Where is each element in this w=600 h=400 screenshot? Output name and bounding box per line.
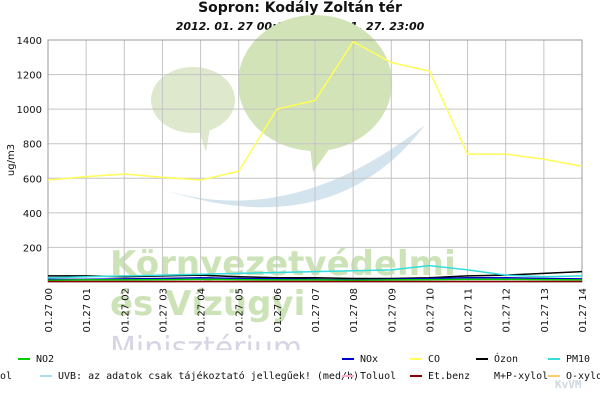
x-tick-label: 01.27 14 [578,288,589,333]
legend-label: NO2 [36,354,55,365]
legend-label: Ózon [494,354,519,365]
y-tick-label: 600 [23,174,42,185]
legend-label: O-xylol [566,371,600,382]
y-tick-label: 1400 [17,36,42,47]
watermark-corner: KvVM [555,378,582,391]
y-tick-label: 800 [23,140,42,151]
x-tick-label: 01.27 09 [387,288,398,333]
x-tick-label: 01.27 13 [540,288,551,333]
y-tick-label: 200 [23,243,42,254]
legend-label: PM10 [566,354,591,365]
legend-item: Ózon [476,354,518,365]
series-line-no2 [47,278,583,282]
y-tick-label: 1000 [17,105,42,116]
legend-item: PM10 [548,354,590,365]
legend-swatch [410,375,422,377]
watermark-line2: és Vízügyi [110,284,305,324]
x-tick-label: 01.27 06 [273,288,284,333]
legend-item: CO [410,354,440,365]
legend-label: Et.benz [428,371,471,382]
y-axis-label: ug/m3 [6,144,17,176]
x-tick-label: 01.27 03 [158,288,169,333]
legend-swatch [548,375,560,377]
legend-swatch [18,358,30,360]
legend-item: O-xylol [548,371,600,382]
series-line-pm10 [47,264,583,279]
x-tick-label: 01.27 11 [464,288,475,333]
legend-item: NOx [342,354,378,365]
tick-labels: 200 400 600 800 1000 1200 1400 01.27 00 01.27 01… [17,36,589,333]
series-line-co [47,40,583,181]
legend-label: CO [428,354,441,365]
legend-label: NOx [360,354,379,365]
x-tick-label: 01.27 12 [502,288,513,333]
legend-item: Et.benz [410,371,470,382]
x-tick-label: 01.27 08 [349,288,360,333]
chart-title: Sopron: Kodály Zoltán tér [198,0,402,16]
series-lines [47,40,583,283]
legend-swatch [476,375,488,377]
legend-swatch [342,375,354,377]
y-tick-label: 400 [23,209,42,220]
x-tick-label: 01.27 05 [235,288,246,333]
legend-swatch [548,358,560,360]
x-tick-label: 01.27 10 [425,288,436,333]
y-tick-label: 1200 [17,71,42,82]
legend-swatch [410,358,422,360]
series-line--zon [48,270,583,280]
x-tick-label: 01.27 07 [311,288,322,333]
legend-swatch [476,358,488,360]
legend-item: NO2 [18,354,54,365]
legend-label: M+P-xylol [494,371,549,382]
legend-label: ol [0,371,13,382]
legend-item: Toluol [342,371,396,382]
watermark-line3: Minisztérium [110,331,302,350]
x-tick-label: 01.27 04 [197,288,208,333]
legend-item: ol [0,371,12,382]
legend-label: Toluol [360,371,397,382]
legend-swatch [342,358,354,360]
x-tick-label: 01.27 02 [120,288,131,333]
legend: NO2 NOx CO Ózon PM10 ol UVB: az adatok csak t… [0,350,600,400]
legend-swatch [40,375,52,377]
x-tick-label: 01.27 01 [82,288,93,333]
x-tick-label: 01.27 00 [44,288,55,333]
legend-label: UVB: az adatok csak tájékoztató jellegűe… [58,371,360,382]
legend-item: UVB: az adatok csak tájékoztató jellegűe… [40,371,359,382]
legend-item: M+P-xylol [476,371,548,382]
chart-svg: Környezetvédelmi és Vízügyi Minisztérium… [6,15,589,350]
